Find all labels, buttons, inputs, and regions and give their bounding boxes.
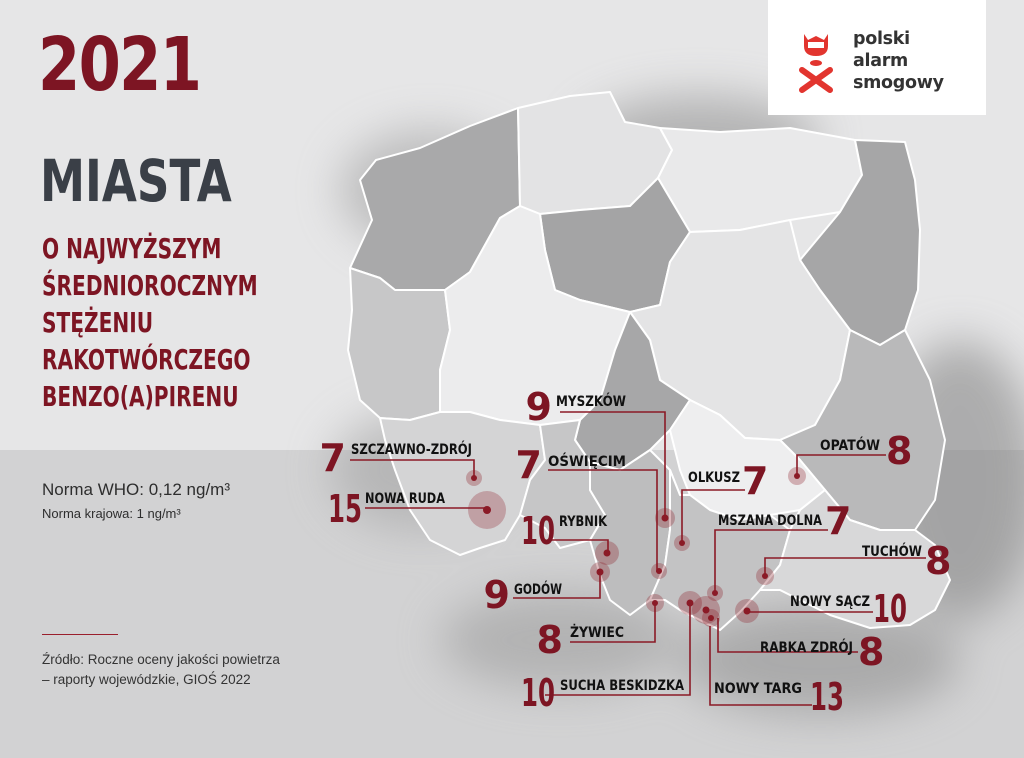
city-opatow: OPATÓW (820, 436, 880, 454)
source-line-2: – raporty wojewódzkie, GIOŚ 2022 (42, 672, 251, 687)
leader-tuchow (764, 557, 926, 575)
subtitle-line: RAKOTWÓRCZEGO (42, 343, 251, 376)
value-szczawno-zdroj: 7 (320, 436, 346, 480)
value-tuchow: 8 (925, 539, 951, 583)
year-heading: 2021 (38, 22, 202, 108)
city-tuchow: TUCHÓW (862, 542, 922, 560)
leader-nowy-targ (709, 626, 812, 706)
city-zywiec: ŻYWIEC (570, 624, 624, 641)
value-sucha-beskidzka: 10 (521, 671, 555, 715)
leader-rabka (717, 618, 858, 653)
voivodeships (347, 91, 951, 631)
leader-szczawno-zdroj (350, 459, 475, 478)
value-nowy-sacz: 10 (873, 587, 907, 631)
leader-olkusz (681, 489, 745, 543)
source-note: Źródło: Roczne oceny jakości powietrza –… (42, 650, 280, 690)
value-opatow: 8 (886, 429, 912, 473)
city-olkusz: OLKUSZ (688, 470, 740, 486)
subtitle-line: O NAJWYŻSZYM (42, 232, 222, 265)
leader-opatow (796, 454, 886, 476)
value-rabka-zdroj: 8 (858, 630, 884, 674)
region-warminsko-mazurskie (657, 127, 863, 233)
leader-oswiecim (548, 469, 658, 572)
subtitle-line: STĘŻENIU (42, 306, 154, 339)
leader-mszana (714, 529, 828, 593)
markers (466, 467, 806, 627)
norm-national: Norma krajowa: 1 ng/m³ (42, 506, 181, 521)
city-nowy-targ: NOWY TARG (714, 681, 802, 697)
leader-rybnik (548, 539, 609, 552)
source-line-1: Źródło: Roczne oceny jakości powietrza (42, 652, 280, 667)
city-rabka-zdroj: RABKA ZDRÓJ (760, 638, 853, 656)
city-rybnik: RYBNIK (559, 514, 608, 530)
region-podkarpackie (759, 489, 951, 629)
logo-mark-icon (799, 34, 833, 93)
city-mszana-dolna: MSZANA DOLNA (718, 513, 822, 529)
main-title: MIASTA (40, 147, 232, 215)
logo-text: polski alarm smogowy (853, 28, 944, 94)
value-rybnik: 10 (521, 509, 555, 553)
region-malopolskie (649, 469, 791, 631)
city-godow: GODÓW (514, 580, 562, 598)
subtitle-line: ŚREDNIOROCZNYM (42, 269, 258, 302)
leader-sucha (545, 603, 691, 696)
subtitle: O NAJWYŻSZYM ŚREDNIOROCZNYM STĘŻENIU RAK… (42, 230, 258, 415)
logo-panel: polski alarm smogowy (768, 0, 986, 115)
city-sucha-beskidzka: SUCHA BESKIDZKA (560, 678, 684, 694)
value-zywiec: 8 (537, 618, 563, 662)
value-godow: 9 (484, 573, 510, 617)
divider (42, 634, 118, 635)
leader-godow (513, 572, 601, 599)
city-nowy-sacz: NOWY SĄCZ (790, 594, 870, 610)
city-nowa-ruda: NOWA RUDA (365, 491, 445, 507)
city-oswiecim: OŚWIĘCIM (548, 452, 626, 470)
logo-line-3: smogowy (853, 73, 944, 93)
region-lubuskie (347, 267, 451, 421)
value-myszkow: 9 (526, 385, 552, 429)
norm-who: Norma WHO: 0,12 ng/m³ (42, 480, 230, 499)
city-szczawno-zdroj: SZCZAWNO-ZDRÓJ (351, 440, 472, 458)
value-oswiecim: 7 (516, 443, 542, 487)
subtitle-line: BENZO(A)PIRENU (42, 380, 239, 413)
value-nowa-ruda: 15 (328, 487, 362, 531)
value-nowy-targ: 13 (810, 675, 844, 719)
city-myszkow: MYSZKÓW (556, 392, 626, 410)
leader-myszkow (560, 411, 666, 518)
logo-line-1: polski (853, 29, 910, 49)
value-olkusz: 7 (742, 459, 768, 503)
logo-line-2: alarm (853, 51, 908, 71)
value-mszana-dolna: 7 (825, 499, 851, 543)
leader-zywiec (570, 603, 656, 643)
leader-lines (350, 411, 926, 706)
